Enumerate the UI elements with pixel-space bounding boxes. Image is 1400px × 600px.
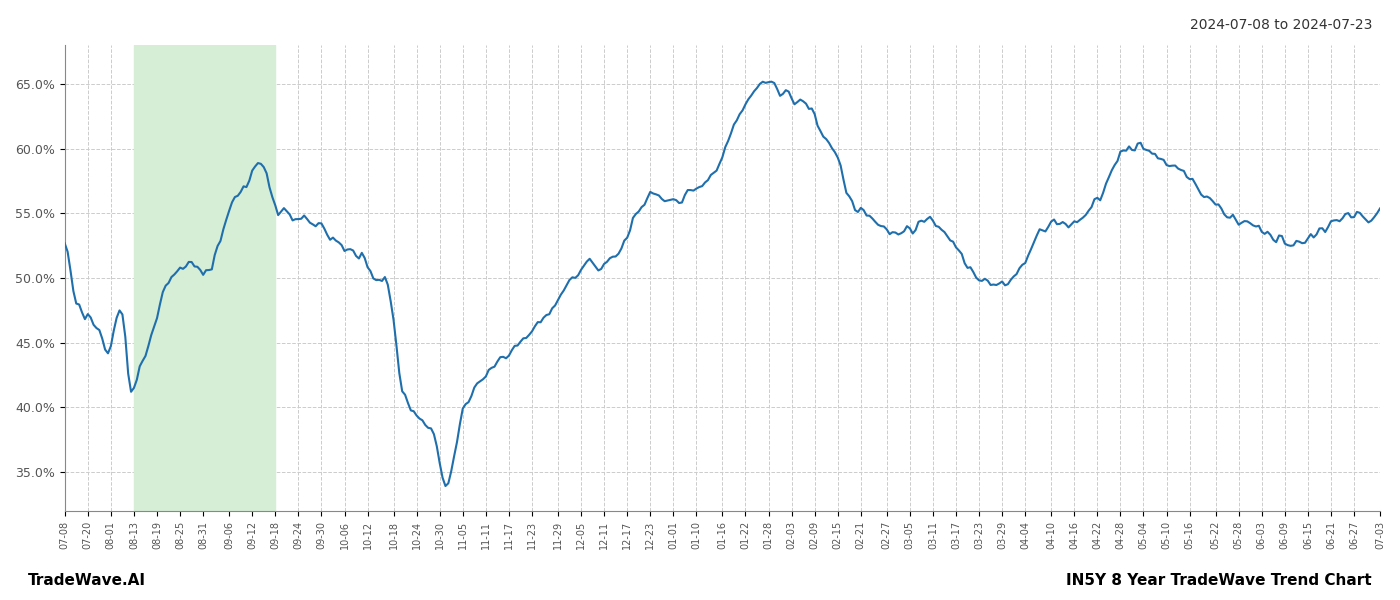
Text: IN5Y 8 Year TradeWave Trend Chart: IN5Y 8 Year TradeWave Trend Chart	[1067, 573, 1372, 588]
Text: TradeWave.AI: TradeWave.AI	[28, 573, 146, 588]
Bar	[134, 45, 276, 511]
Text: 2024-07-08 to 2024-07-23: 2024-07-08 to 2024-07-23	[1190, 18, 1372, 32]
